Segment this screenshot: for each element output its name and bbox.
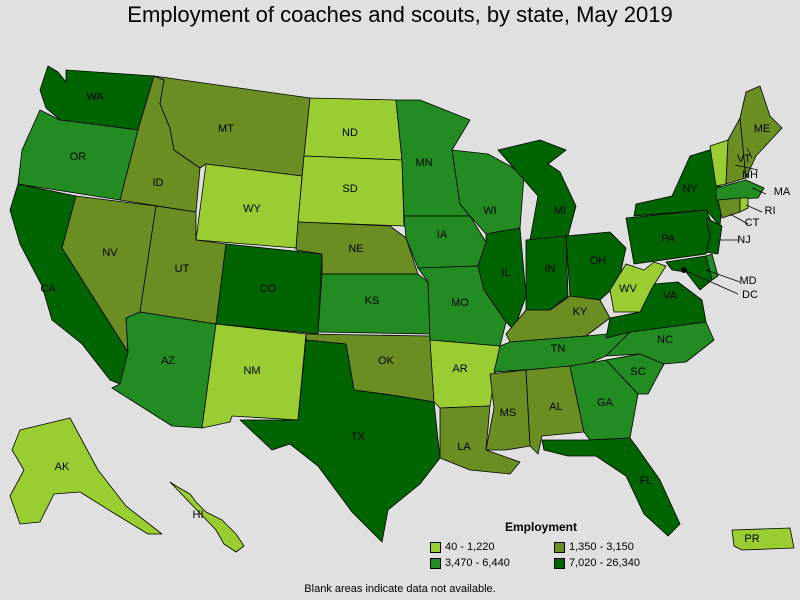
state-label-SC: SC <box>630 366 645 378</box>
state-MI[interactable] <box>497 139 577 241</box>
state-label-TN: TN <box>551 343 566 355</box>
state-label-NE: NE <box>348 243 363 255</box>
state-label-VT: VT <box>737 153 751 165</box>
state-label-UT: UT <box>175 263 190 275</box>
state-label-WY: WY <box>243 203 261 215</box>
state-HI[interactable] <box>169 481 245 553</box>
state-LA[interactable] <box>439 405 521 475</box>
legend-item-3: 7,020 - 26,340 <box>554 556 640 570</box>
state-SD[interactable] <box>297 155 405 227</box>
state-FL[interactable] <box>541 437 681 537</box>
state-label-IN: IN <box>545 263 556 275</box>
state-label-OK: OK <box>378 355 395 367</box>
state-label-PA: PA <box>661 233 676 245</box>
state-label-MA: MA <box>774 186 791 198</box>
legend-swatch-3 <box>554 557 565 569</box>
state-label-NV: NV <box>102 247 118 259</box>
state-label-SD: SD <box>342 183 357 195</box>
legend-swatch-1 <box>554 541 565 553</box>
state-label-KY: KY <box>573 306 588 318</box>
state-label-AK: AK <box>55 461 70 473</box>
state-label-NC: NC <box>657 334 673 346</box>
legend-label-2: 3,470 - 6,440 <box>445 557 510 569</box>
state-label-ND: ND <box>342 127 358 139</box>
state-IN[interactable] <box>525 235 569 311</box>
state-label-HI: HI <box>193 509 204 521</box>
state-labels-group: WA OR CA ID NV MT WY UT AZ CO NM ND SD NE KS OK TX MN IA MO… <box>40 91 791 545</box>
state-label-FL: FL <box>640 475 653 487</box>
state-label-ID: ID <box>153 177 164 189</box>
state-label-MT: MT <box>218 123 234 135</box>
leader-lines <box>683 147 767 295</box>
state-label-CT: CT <box>745 217 760 229</box>
state-label-RI: RI <box>765 205 776 217</box>
state-IL[interactable] <box>477 227 527 331</box>
state-label-TX: TX <box>351 431 366 443</box>
state-label-ME: ME <box>754 123 771 135</box>
state-label-WA: WA <box>86 91 104 103</box>
state-label-AL: AL <box>549 401 562 413</box>
state-label-DC: DC <box>742 289 758 301</box>
legend-label-0: 40 - 1,220 <box>445 541 495 553</box>
legend-item-0: 40 - 1,220 <box>430 540 495 554</box>
state-label-GA: GA <box>597 397 614 409</box>
state-label-VA: VA <box>663 290 678 302</box>
legend-item-1: 1,350 - 3,150 <box>554 540 634 554</box>
state-label-NY: NY <box>682 183 698 195</box>
state-MA[interactable] <box>715 179 765 201</box>
footnote: Blank areas indicate data not available. <box>304 583 496 595</box>
dc-marker <box>681 267 687 273</box>
state-SC[interactable] <box>605 353 665 395</box>
legend-swatch-0 <box>430 541 441 553</box>
state-label-CO: CO <box>260 283 277 295</box>
legend-item-2: 3,470 - 6,440 <box>430 556 510 570</box>
state-label-MN: MN <box>415 157 432 169</box>
state-label-AR: AR <box>452 363 467 375</box>
state-label-MD: MD <box>739 275 756 287</box>
state-label-MO: MO <box>451 297 469 309</box>
state-label-OH: OH <box>590 255 607 267</box>
state-label-NH: NH <box>742 169 758 181</box>
state-IA[interactable] <box>403 215 487 269</box>
state-AK[interactable] <box>9 417 163 535</box>
state-label-PR: PR <box>744 533 759 545</box>
state-TX[interactable] <box>239 339 441 543</box>
legend-swatch-2 <box>430 557 441 569</box>
state-label-MS: MS <box>500 407 517 419</box>
state-AZ[interactable] <box>111 311 217 429</box>
legend-label-3: 7,020 - 26,340 <box>569 557 640 569</box>
state-NJ[interactable] <box>705 217 723 255</box>
state-label-LA: LA <box>457 441 471 453</box>
state-label-WV: WV <box>619 283 637 295</box>
state-label-MI: MI <box>554 205 566 217</box>
state-label-NJ: NJ <box>737 234 750 246</box>
state-label-IL: IL <box>501 267 510 279</box>
state-label-NM: NM <box>243 365 260 377</box>
legend-label-1: 1,350 - 3,150 <box>569 541 634 553</box>
state-label-AZ: AZ <box>161 355 175 367</box>
state-label-KS: KS <box>365 295 380 307</box>
state-label-IA: IA <box>437 229 448 241</box>
legend-title: Employment <box>505 520 578 534</box>
state-RI[interactable] <box>739 197 749 213</box>
map-title: Employment of coaches and scouts, by sta… <box>127 2 673 27</box>
state-PR[interactable] <box>731 527 795 551</box>
state-WV[interactable] <box>609 261 667 313</box>
state-CT[interactable] <box>717 197 741 219</box>
state-label-OR: OR <box>70 151 87 163</box>
state-label-WI: WI <box>483 205 496 217</box>
state-label-CA: CA <box>40 283 56 295</box>
